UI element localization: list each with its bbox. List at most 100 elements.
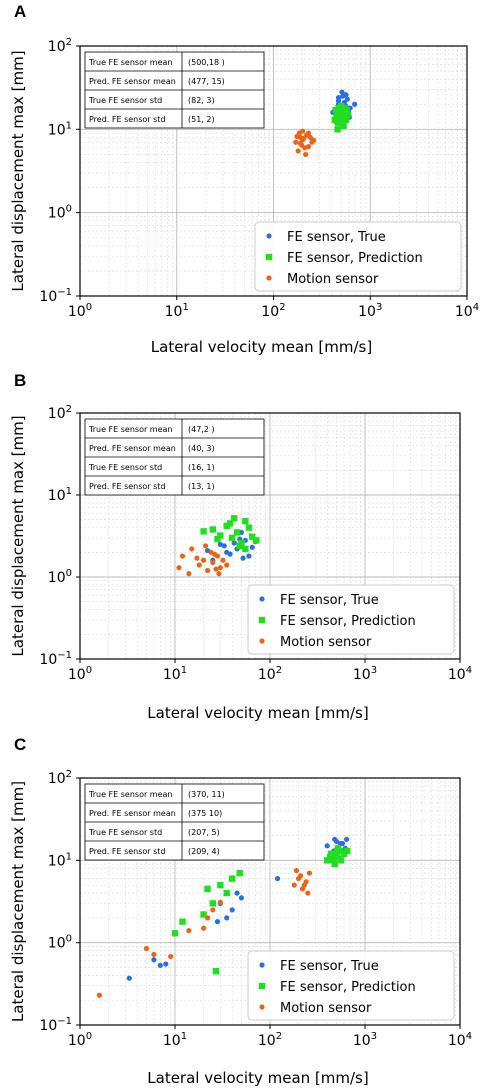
stats-label: True FE sensor mean [88,425,172,434]
data-point [352,101,358,107]
data-point [297,140,304,146]
data-point [228,875,236,882]
x-tick-label: 100 [68,302,92,320]
x-tick-label: 100 [68,1031,92,1049]
data-point [209,526,217,533]
legend-label: FE sensor, True [287,230,386,245]
data-point [333,113,340,121]
data-point [340,850,348,858]
data-point [332,836,338,842]
data-point [179,918,186,925]
data-point [334,847,341,855]
data-point [249,533,256,540]
data-point [231,515,238,522]
data-point [339,119,346,126]
data-point [217,881,224,889]
x-tick-label: 100 [68,665,92,683]
data-point [305,144,312,150]
data-point [323,857,331,864]
data-point [242,545,249,553]
data-point [339,89,345,95]
data-point [212,968,220,975]
data-point [293,868,300,874]
series-fe-sensor-prediction [331,102,352,133]
data-point [236,869,243,877]
y-axis-label: Lateral displacement max [mm] [9,50,27,291]
y-tick-label: 100 [48,204,72,222]
data-point [227,551,233,557]
stats-table: True FE sensor mean (47,2 ) Pred. FE senso… [84,418,265,496]
x-tick-label: 101 [163,665,187,683]
data-point [301,882,307,888]
stats-label: Pred. FE sensor mean [89,809,176,818]
data-point [217,532,224,539]
data-point [200,528,207,535]
legend-label: FE sensor, True [280,593,379,608]
data-point [216,571,222,577]
stats-label: Pred. FE sensor mean [89,77,176,86]
data-point [324,843,330,849]
data-point [229,907,235,913]
data-point [210,559,216,566]
panel-letter: B [14,371,26,390]
stats-value: (47,2 ) [188,425,215,434]
x-axis-label: Lateral velocity mean [mm/s] [147,1069,368,1087]
data-point [143,945,150,952]
data-point [253,537,260,544]
x-axis-label: Lateral velocity mean [mm/s] [147,704,368,722]
data-point [335,95,342,101]
data-point [240,555,246,561]
data-point [208,549,214,555]
data-point [224,915,230,921]
legend: FE sensor, True FE sensor, Prediction Moti… [254,221,462,292]
data-point [220,557,226,563]
data-point [291,882,297,888]
legend-marker [259,1004,265,1010]
data-point [246,553,252,559]
data-point [298,873,304,879]
data-point [151,951,157,958]
stats-value: (13, 1) [188,482,215,491]
data-point [311,137,317,143]
stats-label: Pred. FE sensor std [89,482,166,491]
data-point [186,928,192,934]
data-point [334,126,341,133]
legend: FE sensor, True FE sensor, Prediction Moti… [247,950,455,1021]
data-point [293,139,299,145]
data-point [217,565,223,571]
legend-label: Motion sensor [287,272,379,287]
data-point [171,930,179,937]
stats-value: (16, 1) [188,463,215,472]
data-point [204,915,211,921]
stats-value: (40, 3) [188,444,215,453]
stats-value: (207, 5) [188,828,220,837]
x-axis-label: Lateral velocity mean [mm/s] [151,338,372,356]
data-point [344,847,351,855]
stats-value: (370, 11) [188,790,225,799]
stats-value: (477, 15) [188,77,225,86]
data-point [301,135,307,141]
series-fe-sensor-prediction [171,845,351,975]
series-fe-sensor-prediction [200,515,260,553]
stats-label: True FE sensor mean [88,58,172,67]
data-point [249,544,255,550]
stats-label: True FE sensor std [88,96,162,105]
data-point [168,953,174,960]
data-point [204,567,211,574]
legend-label: FE sensor, Prediction [280,614,416,629]
stats-label: Pred. FE sensor std [89,847,166,856]
stats-table: True FE sensor mean (500,18 ) Pred. FE sen… [84,51,265,129]
data-point [217,541,223,547]
series-motion-sensor [176,543,230,577]
x-tick-label: 101 [163,1031,187,1049]
data-point [344,96,350,102]
legend-marker [265,253,273,261]
data-point [295,148,301,154]
data-point [96,992,102,998]
data-point [234,890,240,896]
data-point [343,92,349,98]
stats-label: True FE sensor std [88,463,162,472]
